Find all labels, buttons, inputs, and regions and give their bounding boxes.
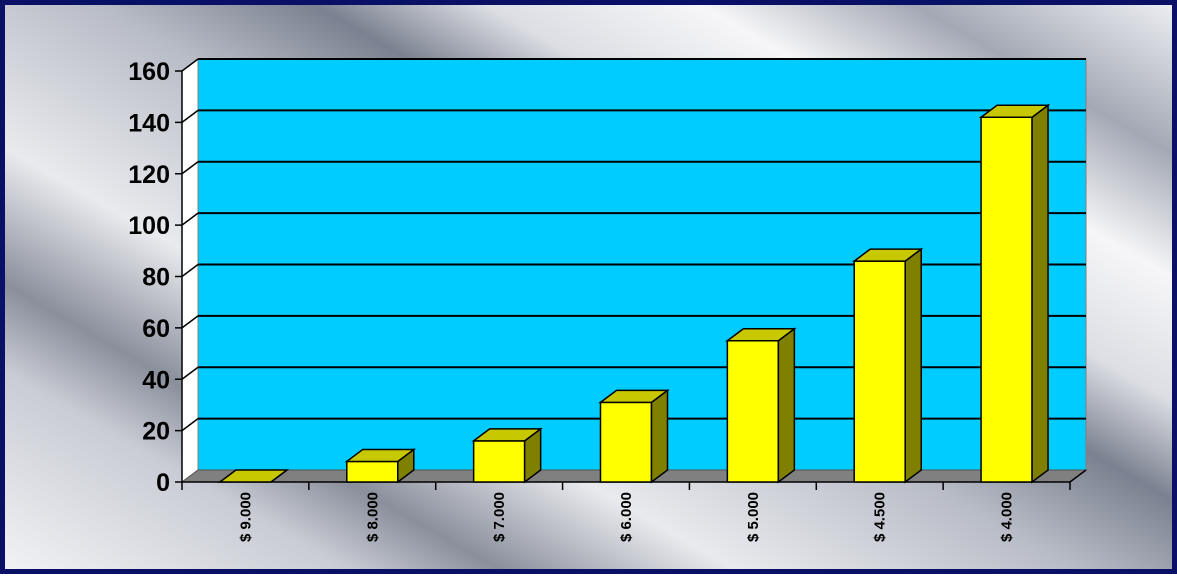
x-axis-end — [1069, 469, 1087, 483]
bar-top — [978, 104, 1051, 118]
bars — [217, 103, 1051, 484]
bar-front — [599, 401, 653, 483]
bar-side — [904, 247, 922, 484]
bar-top — [598, 389, 670, 404]
bar-side — [1031, 103, 1049, 484]
x-tick-label: $ 6.000 — [618, 492, 635, 542]
x-tick-label: $ 4.000 — [999, 492, 1016, 542]
y-tick-label: 0 — [156, 469, 170, 497]
gridline-side — [181, 418, 199, 432]
y-tick-label: 60 — [142, 315, 170, 343]
bar — [217, 469, 290, 483]
x-tick-label: $ 4.500 — [872, 492, 889, 542]
bar-front — [853, 260, 906, 483]
bar-top — [725, 327, 797, 342]
y-tick-label: 100 — [128, 212, 170, 240]
x-axis: $ 9.000 $ 8.000 $ 7.000 $ 6.000 $ 5.000 $ 4.5… — [181, 469, 1087, 542]
bar-top — [344, 448, 417, 463]
bar — [471, 427, 543, 484]
y-axis: 0 20 40 60 80 100 120 140 160 — [128, 58, 183, 497]
bar — [344, 447, 417, 484]
bar-side — [650, 388, 669, 484]
x-tick-label: $ 8.000 — [364, 492, 381, 542]
bar — [598, 388, 670, 484]
x-tick-label: $ 7.000 — [491, 492, 508, 542]
bar — [725, 327, 797, 484]
x-tick-label: $ 5.000 — [745, 492, 762, 542]
gridline-side — [181, 212, 199, 226]
y-tick-label: 80 — [142, 264, 170, 292]
y-tick-label: 40 — [142, 366, 170, 394]
y-tick-label: 140 — [128, 109, 170, 137]
bar-front — [980, 116, 1033, 483]
x-tick-label: $ 9.000 — [237, 492, 254, 542]
bar-side — [777, 327, 796, 484]
gridline-side — [181, 366, 199, 380]
bar — [851, 247, 924, 484]
gridline-side — [181, 315, 199, 329]
gridline-side — [181, 263, 199, 278]
bar-front — [726, 339, 780, 483]
bar-chart: 0 20 40 60 80 100 120 140 160 $ 9.000 $ 8.000 $ 7.… — [128, 58, 1088, 542]
bar-top — [851, 248, 924, 262]
y-tick-label: 20 — [142, 418, 170, 446]
bar-front — [346, 460, 399, 483]
gridline-side — [181, 109, 199, 123]
bar — [978, 103, 1051, 484]
bar-front — [472, 440, 526, 483]
y-tick-label: 120 — [128, 161, 170, 189]
gridline-side — [181, 58, 199, 72]
gridline-side — [181, 161, 199, 175]
bar-top — [217, 469, 290, 483]
y-tick-label: 160 — [128, 58, 170, 86]
bar-top — [471, 428, 543, 442]
